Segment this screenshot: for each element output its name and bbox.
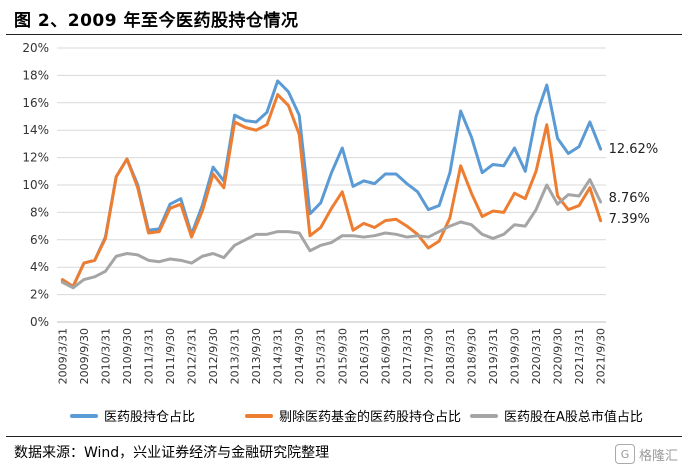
legend-label: 剔除医药基金的医药股持仓占比 <box>279 410 462 425</box>
title-bar: 图 2、2009 年至今医药股持仓情况 <box>0 0 688 36</box>
y-tick-label: 8% <box>30 205 49 219</box>
x-tick-label: 2012/3/31 <box>186 328 199 384</box>
y-tick-label: 6% <box>30 233 49 247</box>
x-tick-label: 2015/3/31 <box>315 328 328 384</box>
end-value-label: 12.62% <box>609 142 659 157</box>
legend-swatch-blue <box>70 413 98 418</box>
x-tick-label: 2020/3/31 <box>530 328 543 384</box>
y-tick-label: 0% <box>30 315 49 329</box>
x-tick-label: 2011/3/31 <box>143 328 156 384</box>
legend-label: 医药股在A股总市值占比 <box>504 410 643 425</box>
x-tick-label: 2016/3/31 <box>358 328 371 384</box>
end-value-label: 7.39% <box>609 212 650 227</box>
x-tick-label: 2011/9/30 <box>164 328 177 384</box>
x-tick-label: 2014/3/31 <box>272 328 285 384</box>
chart-title: 图 2、2009 年至今医药股持仓情况 <box>14 11 299 31</box>
gridlines <box>57 47 606 296</box>
watermark-text: 格隆汇 <box>638 448 678 464</box>
x-tick-label: 2013/9/30 <box>250 328 263 384</box>
legend: 医药股持仓占比 剔除医药基金的医药股持仓占比 医药股在A股总市值占比 <box>0 404 688 426</box>
end-value-label: 8.76% <box>609 191 650 206</box>
line-chart: 0%2%4%6%8%10%12%14%16%18%20% 2009/3/31 20… <box>22 41 659 384</box>
source-note: 数据来源：Wind，兴业证券经济与金融研究院整理 <box>14 445 330 461</box>
end-labels: 12.62% 7.39% 8.76% <box>609 142 659 227</box>
legend-item-holdings: 医药股持仓占比 <box>70 406 195 425</box>
y-tick-label: 14% <box>22 123 49 137</box>
x-tick-label: 2012/9/30 <box>207 328 220 384</box>
x-tick-label: 2021/3/31 <box>573 328 586 384</box>
x-tick-label: 2017/9/30 <box>422 328 435 384</box>
x-tick-label: 2010/3/31 <box>99 328 112 384</box>
series-line-2 <box>60 178 603 290</box>
y-tick-label: 12% <box>22 151 49 165</box>
series-line-1 <box>60 93 603 288</box>
y-tick-label: 20% <box>22 41 49 55</box>
y-tick-label: 4% <box>30 260 49 274</box>
x-tick-label: 2013/3/31 <box>229 328 242 384</box>
x-tick-label: 2015/9/30 <box>336 328 349 384</box>
y-axis: 0% 2% 4% 6% 8% 10% 12% 14% 16% 18% 20% <box>22 41 49 329</box>
y-tick-label: 2% <box>30 288 49 302</box>
x-tick-label: 2016/9/30 <box>379 328 392 384</box>
y-tick-label: 10% <box>22 178 49 192</box>
legend-swatch-orange <box>245 413 273 418</box>
x-tick-label: 2021/9/30 <box>595 328 608 384</box>
legend-item-excl-funds: 剔除医药基金的医药股持仓占比 <box>245 406 461 425</box>
series-line-0 <box>60 79 603 288</box>
y-tick-label: 18% <box>22 68 49 82</box>
x-axis: 2009/3/31 2009/9/30 2010/3/31 2010/9/30 2011… <box>56 321 608 384</box>
x-tick-label: 2009/9/30 <box>78 328 91 384</box>
series-lines <box>60 79 603 290</box>
y-tick-label: 16% <box>22 96 49 110</box>
x-tick-label: 2014/9/30 <box>293 328 306 384</box>
x-tick-label: 2018/9/30 <box>465 328 478 384</box>
watermark: G 格隆汇 <box>614 444 678 464</box>
x-tick-label: 2019/3/31 <box>487 328 500 384</box>
legend-swatch-gray <box>470 413 498 418</box>
x-tick-label: 2019/9/30 <box>509 328 522 384</box>
x-tick-label: 2017/3/31 <box>401 328 414 384</box>
x-tick-label: 2009/3/31 <box>56 328 69 384</box>
bottom-divider <box>6 436 682 437</box>
watermark-logo-icon: G <box>614 444 635 464</box>
legend-item-market-cap: 医药股在A股总市值占比 <box>470 406 643 425</box>
x-tick-label: 2010/9/30 <box>121 328 134 384</box>
x-tick-label: 2020/9/30 <box>552 328 565 384</box>
title-divider <box>6 34 682 35</box>
x-tick-label: 2018/3/31 <box>444 328 457 384</box>
legend-label: 医药股持仓占比 <box>104 410 196 425</box>
